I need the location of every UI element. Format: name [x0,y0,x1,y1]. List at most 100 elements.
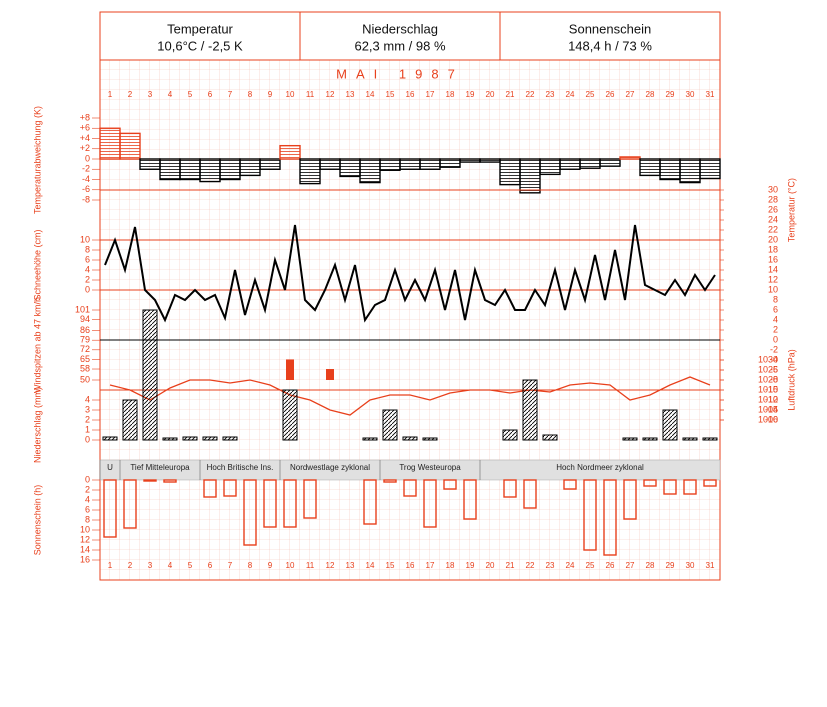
y-tick-label: 4 [85,264,90,274]
day-label: 7 [228,561,233,570]
day-label: 15 [386,90,395,99]
y-tick-label: 79 [80,335,90,345]
header-title: Niederschlag [362,21,438,36]
deviation-bar [619,156,641,160]
sunshine-bar [463,479,477,520]
day-label: 10 [286,561,295,570]
grid-background [100,60,720,580]
y-tick-label: 8 [85,514,90,524]
deviation-bar [499,158,521,186]
sunshine-bar [143,479,157,482]
day-label: 13 [346,90,355,99]
day-label: 5 [188,90,193,99]
sunshine-bar [243,479,257,546]
day-label: 29 [666,90,675,99]
y-tick-label: 16 [768,254,778,264]
day-label: 12 [326,90,335,99]
day-label: 11 [306,90,315,99]
y-tick-label: -6 [770,364,778,374]
y-tick-label: 26 [768,204,778,214]
day-label: 26 [606,561,615,570]
day-label: 19 [466,90,475,99]
deviation-bar [279,144,301,160]
precip-bar [122,399,138,441]
sunshine-bar [523,479,537,509]
axis-title: Niederschlag (mm) [32,387,42,463]
day-label: 21 [506,90,515,99]
day-label: 4 [168,561,173,570]
precip-bar [682,437,698,441]
wind-bar [286,359,294,380]
precip-bar [162,437,178,441]
precip-bar [502,429,518,441]
y-tick-label: 0 [85,474,90,484]
day-label: 16 [406,561,415,570]
series-line [109,376,711,416]
day-label: 9 [268,90,273,99]
y-tick-label: +6 [80,123,90,133]
weather-type: Trog Westeuropa [399,463,461,472]
y-tick-label: -4 [82,174,90,184]
sunshine-bar [263,479,277,528]
precip-bar [542,434,558,441]
sunshine-bar [403,479,417,497]
sunshine-bar [303,479,317,519]
sunshine-bar [623,479,637,520]
precip-bar [362,437,378,441]
precip-bar [702,437,718,441]
y-tick-label: 30 [768,184,778,194]
y-tick-label: 0 [85,434,90,444]
y-tick-label: 1000 [758,414,778,424]
day-label: 7 [228,90,233,99]
axis-title: Schneehöhe (cm) [32,229,42,300]
sunshine-bar [203,479,217,498]
day-label: 10 [286,90,295,99]
sunshine-bar [603,479,617,556]
axis-title: Windspitzen ab 47 km/h [32,297,42,393]
header-title: Sonnenschein [569,21,651,36]
y-tick-label: 10 [80,524,90,534]
day-label: 26 [606,90,615,99]
day-label: 22 [526,561,535,570]
deviation-bar [579,158,601,169]
day-label: 17 [426,561,435,570]
y-tick-label: 1010 [758,394,778,404]
y-tick-label: 4 [85,394,90,404]
sunshine-bar [683,479,697,495]
y-tick-label: 1025 [758,364,778,374]
day-label: 30 [686,90,695,99]
precip-bar [282,389,298,441]
day-label: 8 [248,90,253,99]
y-tick-label: 20 [768,234,778,244]
day-label: 28 [646,90,655,99]
day-label: 8 [248,561,253,570]
day-label: 31 [706,90,715,99]
y-tick-label: 101 [75,304,90,314]
y-tick-label: -12 [765,394,778,404]
y-tick-label: -10 [765,384,778,394]
sunshine-bar [423,479,437,528]
axis-title: Luftdruck (hPa) [786,349,796,411]
day-label: 20 [486,561,495,570]
deviation-bar [199,158,221,183]
day-label: 1 [108,561,113,570]
deviation-bar [239,158,261,177]
y-tick-label: 22 [768,224,778,234]
y-tick-label: -4 [770,354,778,364]
sunshine-bar [383,479,397,483]
y-tick-label: 86 [80,325,90,335]
deviation-bar [639,158,661,177]
day-label: 29 [666,561,675,570]
y-tick-label: 50 [80,374,90,384]
deviation-bar [379,158,401,171]
y-tick-label: -2 [82,164,90,174]
day-label: 14 [366,90,375,99]
day-label: 9 [268,561,273,570]
weather-type: Hoch Britische Ins. [207,463,274,472]
deviation-bar [399,158,421,170]
y-tick-label: -14 [765,404,778,414]
precip-bar [102,436,118,441]
day-label: 31 [706,561,715,570]
y-tick-label: 14 [768,264,778,274]
day-label: 21 [506,561,515,570]
